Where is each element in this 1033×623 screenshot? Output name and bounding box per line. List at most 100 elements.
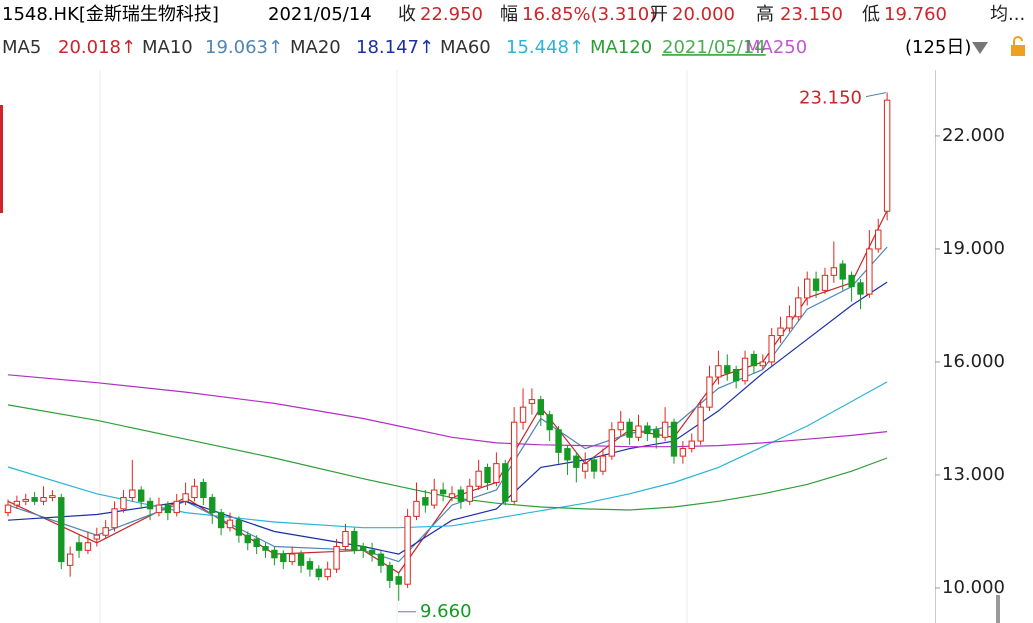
candle-body (688, 440, 695, 450)
candle-body (31, 497, 38, 502)
candle-body (857, 282, 864, 295)
candle-body (582, 463, 589, 472)
candle-body (217, 512, 225, 529)
candle-body (40, 497, 47, 502)
candle-body (271, 549, 278, 559)
candle-body (724, 365, 731, 374)
date: 2021/05/14 (268, 4, 372, 25)
candle-body (49, 495, 56, 499)
candle-body (395, 576, 402, 585)
candle-body (439, 489, 447, 495)
ma-value: 19.063↑ (205, 37, 283, 58)
candle-body (741, 357, 749, 382)
quote-value: 20.000 (672, 4, 735, 25)
candle-body (555, 429, 562, 453)
candle-body (351, 530, 358, 551)
y-tick-label: 13.000 (942, 464, 1005, 485)
dropdown-icon[interactable] (972, 42, 988, 54)
candle-body (111, 508, 118, 529)
candle-body (715, 365, 722, 378)
quote-label: 开 (650, 4, 668, 25)
candle-body (564, 448, 571, 461)
y-tick-label: 10.000 (942, 577, 1005, 598)
candle-body (297, 553, 305, 566)
candle-body (537, 399, 544, 416)
quote-label: 低 (862, 4, 880, 25)
overlay-date: 2021/05/14 (662, 37, 766, 58)
candle-body (528, 399, 536, 404)
candle-body (173, 500, 180, 514)
y-tick-label: 22.000 (942, 125, 1005, 146)
candle-body (404, 515, 411, 585)
candle-body (422, 497, 429, 506)
ma-name: MA10 (142, 37, 193, 58)
quote-value: 19.760 (884, 4, 947, 25)
candle-body (626, 421, 633, 438)
ma-line (7, 381, 888, 529)
ma-name: MA250 (745, 37, 807, 58)
ma-line (7, 281, 888, 555)
lock-icon[interactable] (1011, 36, 1025, 56)
candle-body (164, 504, 172, 514)
candle-body (768, 335, 775, 363)
candle-body (244, 534, 251, 544)
candle-body (93, 534, 100, 540)
candle-body (821, 274, 829, 291)
candle-body (839, 263, 846, 280)
low-label: 9.660 (420, 601, 472, 622)
candle-body (475, 470, 482, 487)
candle-body (262, 546, 269, 551)
candle-body (58, 497, 65, 563)
candle-body (679, 448, 687, 457)
candle-body (253, 538, 260, 548)
candle-body (288, 553, 296, 563)
candle-body (342, 530, 349, 548)
candle-body (200, 481, 207, 499)
symbol: 1548.HK[金斯瑞生物科技] (2, 4, 219, 25)
candle-body (4, 504, 12, 514)
candle-body (590, 459, 598, 472)
candle-body (812, 278, 820, 291)
candle-body (510, 421, 518, 502)
candle-body (777, 327, 784, 337)
candle-body (546, 414, 553, 431)
candle-body (750, 353, 758, 367)
candle-body (502, 463, 509, 502)
candle-body (155, 504, 163, 514)
quote-value: 23.150 (780, 4, 843, 25)
candle-body (466, 485, 473, 502)
ma-value: 20.018↑ (58, 37, 136, 58)
candle-body (448, 493, 456, 499)
ma-name: MA20 (290, 37, 341, 58)
y-tick-label: 19.000 (942, 238, 1005, 259)
candle-body (795, 297, 802, 318)
candle-body (493, 463, 500, 483)
candle-body (608, 429, 616, 457)
candle-body (830, 267, 838, 276)
candle-body (732, 368, 740, 382)
candle-body (377, 553, 385, 566)
candle-body (209, 497, 216, 514)
candle-body (484, 466, 491, 483)
candle-body (182, 493, 189, 502)
candle-body (573, 455, 580, 468)
ma-line (7, 404, 888, 511)
candle-body (22, 498, 29, 502)
ma-value: 15.448↑ (506, 37, 584, 58)
candle-body (120, 497, 127, 510)
period[interactable]: (125日) (905, 37, 971, 58)
candle-body (644, 425, 651, 435)
candle-body (635, 425, 642, 438)
scrollbar[interactable] (996, 595, 1000, 623)
candle-body (360, 546, 367, 551)
candle-body (129, 489, 136, 499)
candle-body (413, 500, 420, 517)
candle-body (670, 421, 678, 457)
candle-body (866, 248, 873, 295)
quote-label: 均... (990, 4, 1025, 25)
candle-body (431, 489, 438, 506)
candle-body (457, 489, 465, 502)
candle-body (13, 500, 21, 506)
candle-body (848, 274, 855, 288)
candle-body (786, 316, 793, 329)
